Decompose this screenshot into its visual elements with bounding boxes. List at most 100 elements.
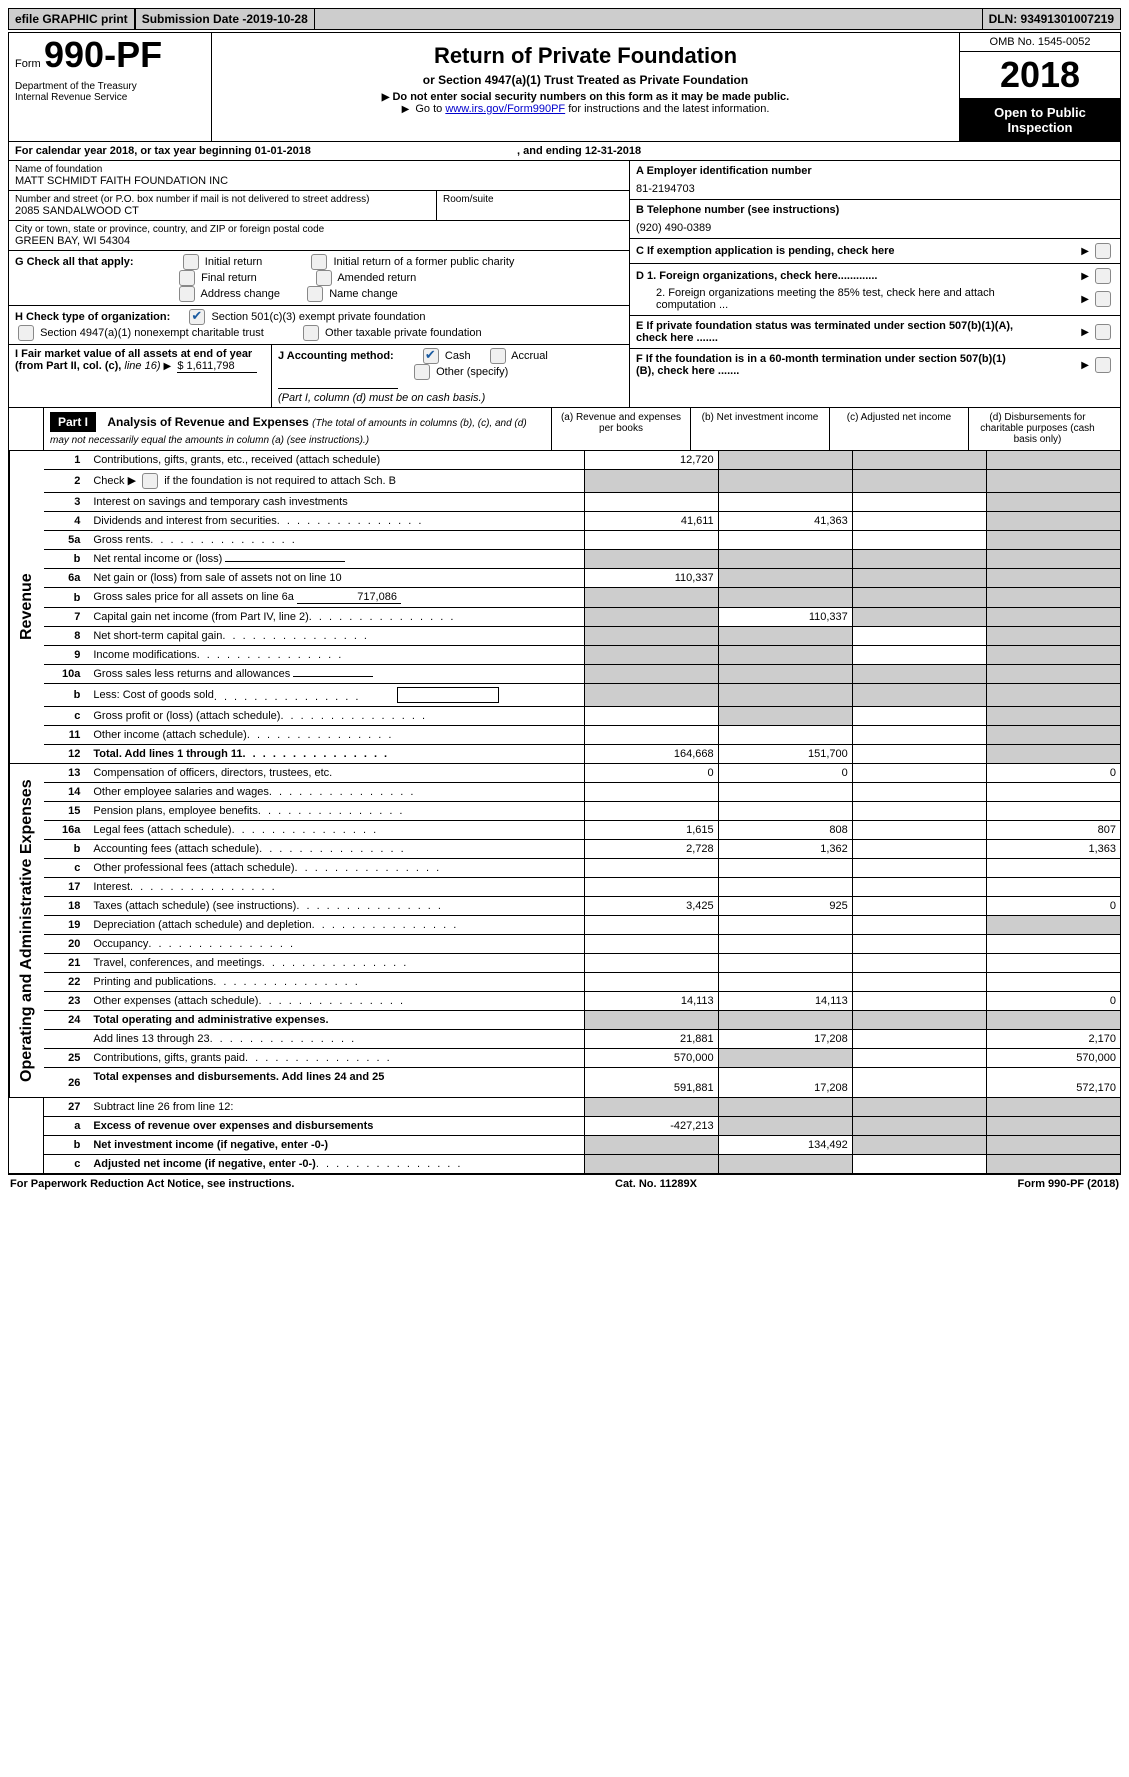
j-other: Other (specify) <box>436 366 508 378</box>
goto-line: Go to www.irs.gov/Form990PF for instruct… <box>220 103 951 115</box>
checkbox-other-method[interactable] <box>414 364 430 380</box>
j-label: J Accounting method: <box>278 350 394 362</box>
line-24-sum: Add lines 13 through 2321,88117,2082,170 <box>44 1030 1120 1049</box>
line-16a: 16aLegal fees (attach schedule)1,6158088… <box>44 821 1120 840</box>
ein-label: A Employer identification number <box>636 165 1114 177</box>
i-value: $ 1,611,798 <box>177 360 257 373</box>
tel-value: (920) 490-0389 <box>636 222 1114 234</box>
checkbox-final-return[interactable] <box>179 270 195 286</box>
line-22: 22Printing and publications <box>44 973 1120 992</box>
header-center: Return of Private Foundation or Section … <box>212 33 959 141</box>
c-cell: C If exemption application is pending, c… <box>630 238 1120 263</box>
tel-label: B Telephone number (see instructions) <box>636 204 1114 216</box>
line-3: 3Interest on savings and temporary cash … <box>44 493 1120 512</box>
checkbox-cash[interactable] <box>423 348 439 364</box>
cal-end: , and ending 12-31-2018 <box>511 142 647 160</box>
checkbox-f[interactable] <box>1095 357 1111 373</box>
form-header: Form 990-PF Department of the Treasury I… <box>8 32 1121 142</box>
checkbox-name-change[interactable] <box>307 286 323 302</box>
j-note: (Part I, column (d) must be on cash basi… <box>278 392 485 404</box>
checkbox-amended[interactable] <box>316 270 332 286</box>
dept-label: Department of the Treasury Internal Reve… <box>15 81 205 103</box>
header-left: Form 990-PF Department of the Treasury I… <box>9 33 212 141</box>
checkbox-other-foundation[interactable] <box>303 325 319 341</box>
checkbox-initial-former[interactable] <box>311 254 327 270</box>
checkbox-4947[interactable] <box>18 325 34 341</box>
room-cell: Room/suite <box>436 191 629 220</box>
col-a-hdr: (a) Revenue and expenses per books <box>552 408 691 450</box>
footer-left: For Paperwork Reduction Act Notice, see … <box>10 1178 294 1190</box>
h-501c3: Section 501(c)(3) exempt private foundat… <box>211 311 425 323</box>
line-11: 11Other income (attach schedule) <box>44 726 1120 745</box>
checkbox-addr-change[interactable] <box>179 286 195 302</box>
checkbox-accrual[interactable] <box>490 348 506 364</box>
form-number: 990-PF <box>44 34 162 75</box>
line-6b: bGross sales price for all assets on lin… <box>44 588 1120 608</box>
city-cell: City or town, state or province, country… <box>9 221 629 251</box>
line-10b: bLess: Cost of goods sold <box>44 684 1120 707</box>
footer-right: Form 990-PF (2018) <box>1018 1178 1119 1190</box>
g-amended: Amended return <box>337 272 416 284</box>
omb-number: OMB No. 1545-0052 <box>960 33 1120 52</box>
line-27a: aExcess of revenue over expenses and dis… <box>44 1117 1120 1136</box>
col-c-hdr: (c) Adjusted net income <box>830 408 969 450</box>
part1-header-row: Part I Analysis of Revenue and Expenses … <box>8 408 1121 451</box>
revenue-section: Revenue 1Contributions, gifts, grants, e… <box>8 451 1121 764</box>
line-27c: cAdjusted net income (if negative, enter… <box>44 1155 1120 1174</box>
checkbox-sch-b[interactable] <box>142 473 158 489</box>
line-14: 14Other employee salaries and wages <box>44 783 1120 802</box>
checkbox-c[interactable] <box>1095 243 1111 259</box>
checkbox-d2[interactable] <box>1095 291 1111 307</box>
g-section: G Check all that apply: Initial return I… <box>9 251 629 306</box>
line-7: 7Capital gain net income (from Part IV, … <box>44 608 1120 627</box>
g-initial: Initial return <box>205 256 262 268</box>
j-section: J Accounting method: Cash Accrual Other … <box>272 345 629 407</box>
expenses-table: 13Compensation of officers, directors, t… <box>44 764 1120 1097</box>
line-2: 2Check ▶ if the foundation is not requir… <box>44 470 1120 493</box>
line-19: 19Depreciation (attach schedule) and dep… <box>44 916 1120 935</box>
revenue-vert-label: Revenue <box>9 451 44 763</box>
g-label: G Check all that apply: <box>15 256 134 268</box>
goto-link[interactable]: www.irs.gov/Form990PF <box>445 103 565 115</box>
line-6a: 6aNet gain or (loss) from sale of assets… <box>44 569 1120 588</box>
ein-cell: A Employer identification number 81-2194… <box>630 161 1120 199</box>
line-25: 25Contributions, gifts, grants paid570,0… <box>44 1049 1120 1068</box>
expenses-section: Operating and Administrative Expenses 13… <box>8 764 1121 1098</box>
line-5b: bNet rental income or (loss) <box>44 550 1120 569</box>
submission-date: Submission Date - 2019-10-28 <box>135 8 315 30</box>
expenses-vert-label: Operating and Administrative Expenses <box>9 764 44 1097</box>
line-16b: bAccounting fees (attach schedule)2,7281… <box>44 840 1120 859</box>
top-bar: efile GRAPHIC print Submission Date - 20… <box>8 8 1121 30</box>
h-label: H Check type of organization: <box>15 311 170 323</box>
c-label: C If exemption application is pending, c… <box>636 245 895 257</box>
street-cell: Number and street (or P.O. box number if… <box>9 191 436 220</box>
checkbox-501c3[interactable] <box>189 309 205 325</box>
line-23: 23Other expenses (attach schedule)14,113… <box>44 992 1120 1011</box>
checkbox-initial-return[interactable] <box>183 254 199 270</box>
dln: DLN: 93491301007219 <box>982 8 1121 30</box>
name-label: Name of foundation <box>15 164 623 175</box>
line-20: 20Occupancy <box>44 935 1120 954</box>
g-initial-former: Initial return of a former public charit… <box>333 256 514 268</box>
checkbox-e[interactable] <box>1095 324 1111 340</box>
foundation-name-cell: Name of foundation MATT SCHMIDT FAITH FO… <box>9 161 629 191</box>
foundation-name: MATT SCHMIDT FAITH FOUNDATION INC <box>15 175 623 187</box>
j-cash: Cash <box>445 350 471 362</box>
h-4947: Section 4947(a)(1) nonexempt charitable … <box>40 327 264 339</box>
g-addr: Address change <box>201 288 281 300</box>
i-section: I Fair market value of all assets at end… <box>9 345 272 407</box>
line-24: 24Total operating and administrative exp… <box>44 1011 1120 1030</box>
tax-year: 2018 <box>960 52 1120 99</box>
line-4: 4Dividends and interest from securities4… <box>44 512 1120 531</box>
line-26: 26Total expenses and disbursements. Add … <box>44 1068 1120 1098</box>
g-final: Final return <box>201 272 257 284</box>
f-label: F If the foundation is in a 60-month ter… <box>636 353 1016 377</box>
form-title: Return of Private Foundation <box>220 43 951 69</box>
line27-section: 27Subtract line 26 from line 12: aExcess… <box>8 1098 1121 1175</box>
checkbox-d1[interactable] <box>1095 268 1111 284</box>
city-label: City or town, state or province, country… <box>15 224 623 235</box>
right-info-col: A Employer identification number 81-2194… <box>629 161 1120 407</box>
line-10a: 10aGross sales less returns and allowanc… <box>44 665 1120 684</box>
line-18: 18Taxes (attach schedule) (see instructi… <box>44 897 1120 916</box>
part1-label: Part I <box>50 412 96 432</box>
